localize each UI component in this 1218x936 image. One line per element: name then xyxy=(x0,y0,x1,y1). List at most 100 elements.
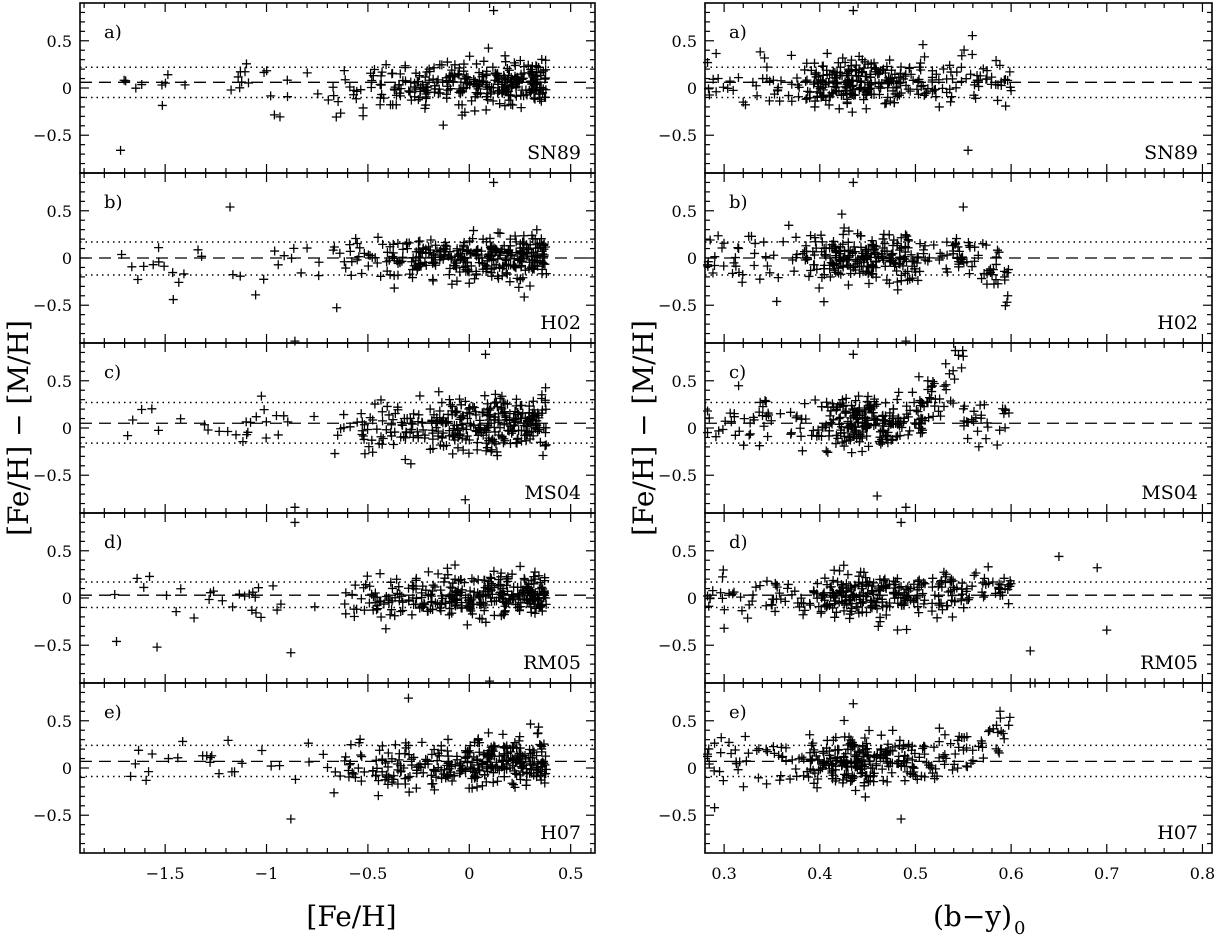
data-point xyxy=(397,591,407,601)
data-point xyxy=(393,238,403,248)
data-point xyxy=(945,60,955,70)
data-point xyxy=(427,779,437,789)
data-point xyxy=(992,440,1002,450)
data-point xyxy=(703,58,713,68)
data-point xyxy=(903,742,913,752)
data-point xyxy=(457,585,467,595)
data-point xyxy=(445,71,455,81)
data-point xyxy=(390,593,400,603)
data-point xyxy=(427,749,437,759)
data-point xyxy=(900,71,910,81)
data-point xyxy=(469,226,478,236)
data-point xyxy=(504,65,514,75)
data-point xyxy=(214,769,224,779)
data-point xyxy=(810,768,820,778)
data-point xyxy=(525,240,535,250)
data-point xyxy=(507,778,517,788)
data-point xyxy=(735,757,745,767)
data-point xyxy=(450,601,460,611)
data-point xyxy=(536,601,546,611)
y-tick-label: −0.5 xyxy=(658,296,697,315)
data-point xyxy=(441,773,451,783)
data-point xyxy=(520,430,530,440)
data-point xyxy=(521,754,531,764)
data-point xyxy=(346,270,356,280)
data-point xyxy=(377,90,387,100)
data-point xyxy=(821,251,831,261)
data-point xyxy=(501,268,511,278)
data-point xyxy=(137,405,147,415)
data-point xyxy=(477,759,487,769)
data-point xyxy=(400,63,410,73)
data-point xyxy=(422,67,432,77)
data-point xyxy=(365,250,375,260)
data-point xyxy=(714,426,724,436)
data-point xyxy=(867,239,877,249)
data-point xyxy=(1005,576,1015,586)
data-point xyxy=(467,574,477,584)
data-point xyxy=(495,262,505,272)
data-point xyxy=(885,55,895,65)
data-point xyxy=(703,428,713,438)
data-point xyxy=(469,763,479,773)
data-point xyxy=(979,400,989,410)
data-point xyxy=(509,420,519,430)
data-point xyxy=(940,750,950,760)
data-point xyxy=(436,606,446,616)
data-point xyxy=(415,391,425,401)
data-point xyxy=(270,246,280,256)
data-point xyxy=(948,241,958,251)
data-point xyxy=(775,96,785,106)
data-point xyxy=(895,68,905,78)
data-point xyxy=(464,278,474,288)
data-point xyxy=(934,102,944,112)
data-point xyxy=(381,60,391,70)
data-point xyxy=(854,403,864,413)
data-point xyxy=(141,775,151,785)
data-point xyxy=(751,81,761,91)
data-point xyxy=(810,395,820,405)
data-point xyxy=(856,431,866,441)
data-point xyxy=(371,755,381,765)
data-point xyxy=(328,245,338,255)
data-point xyxy=(434,247,444,257)
data-point xyxy=(414,762,424,772)
panel-label: H07 xyxy=(1157,822,1198,844)
data-point xyxy=(878,776,888,786)
data-point xyxy=(534,594,544,604)
data-point xyxy=(868,241,878,251)
data-point xyxy=(866,79,876,89)
data-point xyxy=(819,748,829,758)
data-point xyxy=(538,450,548,460)
data-point xyxy=(963,595,973,605)
data-point xyxy=(854,608,864,618)
data-point xyxy=(737,277,747,287)
data-point xyxy=(838,229,848,239)
data-point xyxy=(361,580,371,590)
data-point xyxy=(902,401,912,411)
panel-letter: a) xyxy=(729,22,747,43)
data-point xyxy=(510,407,520,417)
data-point xyxy=(168,268,178,278)
data-point xyxy=(751,582,761,592)
data-point xyxy=(493,581,503,591)
data-point xyxy=(516,758,526,768)
data-point xyxy=(341,263,351,273)
data-point xyxy=(981,434,991,444)
data-point xyxy=(812,783,822,793)
y-tick-label: −0.5 xyxy=(658,806,697,825)
data-point xyxy=(507,426,517,436)
data-point xyxy=(983,727,993,737)
data-point xyxy=(996,587,1006,597)
data-point xyxy=(469,576,479,586)
data-point xyxy=(524,245,534,255)
data-point xyxy=(217,596,227,606)
data-point xyxy=(392,574,402,584)
data-point xyxy=(725,76,735,86)
data-point xyxy=(871,759,881,769)
data-point xyxy=(896,243,906,253)
data-point xyxy=(968,745,978,755)
data-point xyxy=(174,277,184,287)
data-point xyxy=(439,441,449,451)
data-point xyxy=(834,246,844,256)
